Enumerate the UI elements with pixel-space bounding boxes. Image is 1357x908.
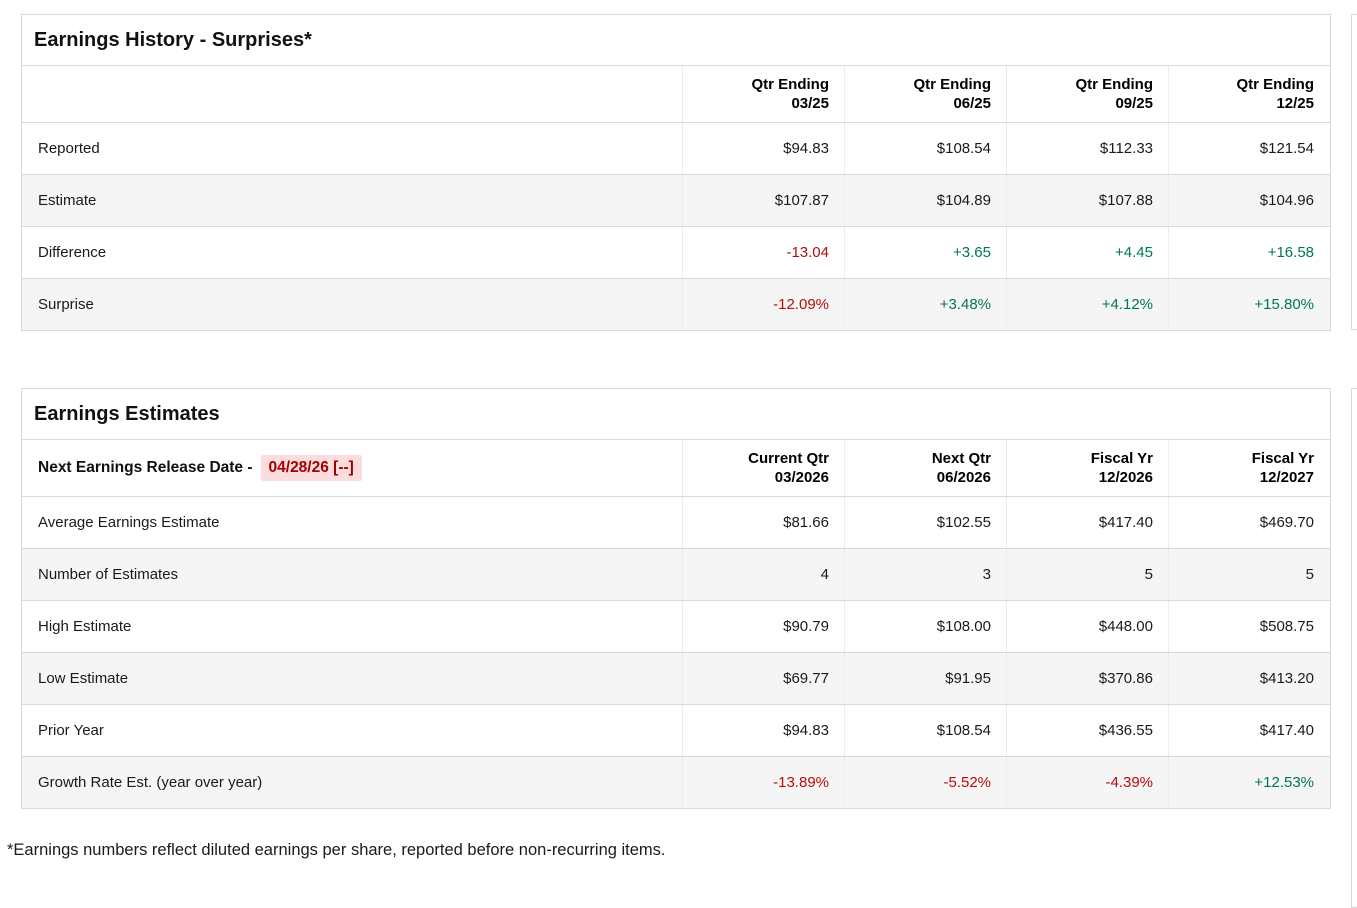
- cell-value: $81.66: [682, 497, 844, 548]
- table-row-number-of-estimates: Number of Estimates 4 3 5 5: [22, 548, 1330, 600]
- cell-value-positive: +15.80%: [1168, 279, 1330, 330]
- column-header-qtr-0625: Qtr Ending 06/25: [844, 66, 1006, 122]
- column-header-line2: 09/25: [1115, 95, 1153, 112]
- table-row-prior-year: Prior Year $94.83 $108.54 $436.55 $417.4…: [22, 704, 1330, 756]
- estimates-panel-title: Earnings Estimates: [34, 403, 220, 425]
- cell-value-positive: +4.12%: [1006, 279, 1168, 330]
- row-label: Reported: [38, 140, 100, 157]
- column-header-line1: Qtr Ending: [1075, 76, 1154, 93]
- cell-value: $413.20: [1168, 653, 1330, 704]
- cell-value: $417.40: [1006, 497, 1168, 548]
- cell-value: $108.54: [844, 123, 1006, 174]
- row-label: Estimate: [38, 192, 97, 209]
- adjacent-panel-edge-top: [1351, 14, 1357, 330]
- row-label: Prior Year: [38, 722, 104, 739]
- cell-value: $436.55: [1006, 705, 1168, 756]
- earnings-footnote: *Earnings numbers reflect diluted earnin…: [7, 841, 666, 859]
- surprises-column-header-row: Qtr Ending 03/25 Qtr Ending 06/25 Qtr En…: [22, 65, 1330, 122]
- table-row-surprise: Surprise -12.09% +3.48% +4.12% +15.80%: [22, 278, 1330, 330]
- cell-value: $469.70: [1168, 497, 1330, 548]
- cell-value-negative: -13.89%: [682, 757, 844, 808]
- column-header-qtr-1225: Qtr Ending 12/25: [1168, 66, 1330, 122]
- cell-value: $108.00: [844, 601, 1006, 652]
- column-header-next-qtr: Next Qtr 06/2026: [844, 440, 1006, 496]
- table-row-growth-rate: Growth Rate Est. (year over year) -13.89…: [22, 756, 1330, 808]
- column-header-line2: 12/2027: [1259, 469, 1314, 486]
- cell-value: $508.75: [1168, 601, 1330, 652]
- row-label: High Estimate: [38, 618, 132, 635]
- cell-value: 5: [1168, 549, 1330, 600]
- cell-value: $107.87: [682, 175, 844, 226]
- cell-value: $370.86: [1006, 653, 1168, 704]
- estimates-column-header-row: Next Earnings Release Date - 04/28/26 [-…: [22, 439, 1330, 496]
- cell-value: $102.55: [844, 497, 1006, 548]
- row-label: Low Estimate: [38, 670, 129, 687]
- cell-value-positive: +4.45: [1006, 227, 1168, 278]
- release-date-label: Next Earnings Release Date -: [38, 459, 253, 476]
- table-row-high-estimate: High Estimate $90.79 $108.00 $448.00 $50…: [22, 600, 1330, 652]
- cell-value: $69.77: [682, 653, 844, 704]
- earnings-estimates-panel: Earnings Estimates Next Earnings Release…: [21, 388, 1331, 809]
- column-header-qtr-0325: Qtr Ending 03/25: [682, 66, 844, 122]
- cell-value: 3: [844, 549, 1006, 600]
- column-header-line1: Next Qtr: [931, 450, 991, 467]
- column-header-line1: Qtr Ending: [1236, 76, 1315, 93]
- cell-value-negative: -13.04: [682, 227, 844, 278]
- column-header-current-qtr: Current Qtr 03/2026: [682, 440, 844, 496]
- earnings-history-surprises-panel: Earnings History - Surprises* Qtr Ending…: [21, 14, 1331, 331]
- cell-value: $94.83: [682, 705, 844, 756]
- table-row-reported: Reported $94.83 $108.54 $112.33 $121.54: [22, 122, 1330, 174]
- cell-value: $104.89: [844, 175, 1006, 226]
- column-header-fiscal-yr-2026: Fiscal Yr 12/2026: [1006, 440, 1168, 496]
- table-row-difference: Difference -13.04 +3.65 +4.45 +16.58: [22, 226, 1330, 278]
- table-row-average-earnings-estimate: Average Earnings Estimate $81.66 $102.55…: [22, 496, 1330, 548]
- cell-value: $104.96: [1168, 175, 1330, 226]
- column-header-line2: 12/2026: [1098, 469, 1153, 486]
- cell-value: 4: [682, 549, 844, 600]
- cell-value-positive: +3.65: [844, 227, 1006, 278]
- table-row-low-estimate: Low Estimate $69.77 $91.95 $370.86 $413.…: [22, 652, 1330, 704]
- release-date-value: 04/28/26 [--]: [260, 455, 362, 481]
- surprises-panel-title: Earnings History - Surprises*: [34, 29, 312, 51]
- column-header-line2: 06/25: [953, 95, 991, 112]
- row-label: Surprise: [38, 296, 94, 313]
- cell-value-negative: -5.52%: [844, 757, 1006, 808]
- column-header-qtr-0925: Qtr Ending 09/25: [1006, 66, 1168, 122]
- cell-value-positive: +3.48%: [844, 279, 1006, 330]
- column-header-line1: Fiscal Yr: [1090, 450, 1153, 467]
- row-label: Number of Estimates: [38, 566, 179, 583]
- cell-value-negative: -4.39%: [1006, 757, 1168, 808]
- row-label: Average Earnings Estimate: [38, 514, 220, 531]
- column-header-line1: Current Qtr: [748, 450, 829, 467]
- cell-value: $107.88: [1006, 175, 1168, 226]
- cell-value: $112.33: [1006, 123, 1168, 174]
- cell-value-positive: +12.53%: [1168, 757, 1330, 808]
- cell-value: $94.83: [682, 123, 844, 174]
- column-header-line2: 06/2026: [936, 469, 991, 486]
- surprises-header-spacer: [22, 66, 682, 122]
- cell-value: $108.54: [844, 705, 1006, 756]
- column-header-line1: Qtr Ending: [913, 76, 992, 93]
- cell-value-negative: -12.09%: [682, 279, 844, 330]
- column-header-fiscal-yr-2027: Fiscal Yr 12/2027: [1168, 440, 1330, 496]
- row-label: Difference: [38, 244, 107, 261]
- table-row-estimate: Estimate $107.87 $104.89 $107.88 $104.96: [22, 174, 1330, 226]
- column-header-line2: 12/25: [1276, 95, 1314, 112]
- cell-value: 5: [1006, 549, 1168, 600]
- cell-value: $121.54: [1168, 123, 1330, 174]
- adjacent-panel-edge-bottom: [1351, 388, 1357, 908]
- column-header-line1: Qtr Ending: [751, 76, 830, 93]
- cell-value-positive: +16.58: [1168, 227, 1330, 278]
- cell-value: $91.95: [844, 653, 1006, 704]
- row-label: Growth Rate Est. (year over year): [38, 774, 263, 791]
- column-header-line2: 03/2026: [774, 469, 829, 486]
- cell-value: $90.79: [682, 601, 844, 652]
- next-earnings-release: Next Earnings Release Date - 04/28/26 [-…: [22, 440, 682, 496]
- cell-value: $417.40: [1168, 705, 1330, 756]
- column-header-line1: Fiscal Yr: [1251, 450, 1314, 467]
- cell-value: $448.00: [1006, 601, 1168, 652]
- column-header-line2: 03/25: [791, 95, 829, 112]
